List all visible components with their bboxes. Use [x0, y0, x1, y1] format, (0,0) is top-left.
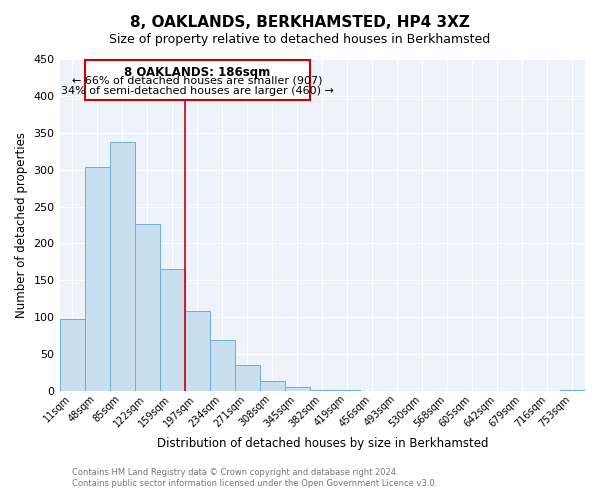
Y-axis label: Number of detached properties: Number of detached properties	[15, 132, 28, 318]
X-axis label: Distribution of detached houses by size in Berkhamsted: Distribution of detached houses by size …	[157, 437, 488, 450]
Text: Size of property relative to detached houses in Berkhamsted: Size of property relative to detached ho…	[109, 32, 491, 46]
Text: 8 OAKLANDS: 186sqm: 8 OAKLANDS: 186sqm	[124, 66, 270, 80]
Bar	[110, 142, 134, 391]
Text: 34% of semi-detached houses are larger (460) →: 34% of semi-detached houses are larger (…	[61, 86, 334, 96]
Bar	[310, 390, 335, 391]
Bar	[59, 320, 85, 391]
Text: 8, OAKLANDS, BERKHAMSTED, HP4 3XZ: 8, OAKLANDS, BERKHAMSTED, HP4 3XZ	[130, 15, 470, 30]
Text: ← 66% of detached houses are smaller (907): ← 66% of detached houses are smaller (90…	[72, 76, 322, 86]
Bar	[235, 365, 260, 391]
Bar	[134, 224, 160, 391]
Bar	[285, 386, 310, 391]
Bar	[185, 310, 209, 391]
Bar	[160, 270, 185, 391]
Bar	[260, 382, 285, 391]
Bar	[335, 390, 360, 391]
FancyBboxPatch shape	[85, 60, 310, 100]
Bar	[560, 390, 585, 391]
Bar	[209, 340, 235, 391]
Bar	[85, 166, 110, 391]
Text: Contains HM Land Registry data © Crown copyright and database right 2024.
Contai: Contains HM Land Registry data © Crown c…	[72, 468, 437, 487]
